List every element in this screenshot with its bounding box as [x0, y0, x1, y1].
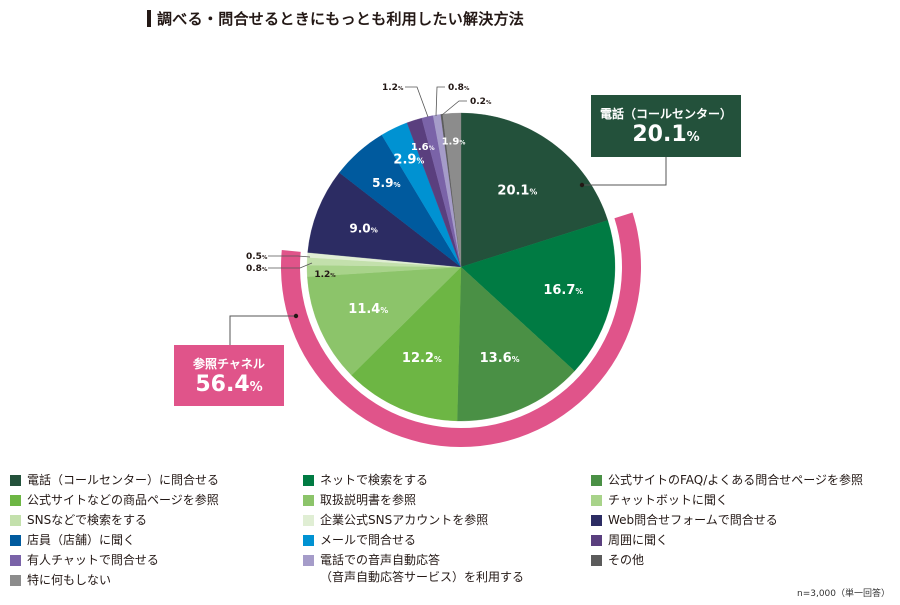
callout-reference-value-wrap: 56.4% — [174, 372, 284, 401]
leader-line — [441, 100, 467, 116]
callout-phone-line — [582, 157, 667, 186]
pie-slice — [307, 266, 462, 376]
legend-item: Web問合せフォームで問合せる — [591, 512, 778, 529]
legend-label: 有人チャットで問合せる — [27, 553, 159, 567]
pie-slice — [351, 266, 462, 422]
pie-slice — [460, 220, 616, 372]
callout-phone-value: 20.1 — [632, 122, 687, 147]
slice-value-label: 13.6% — [480, 351, 520, 366]
callout-reference-value: 56.4 — [195, 372, 250, 397]
legend-swatch — [303, 535, 314, 546]
callout-reference-label: 参照チャネル — [193, 357, 265, 371]
legend-swatch — [303, 475, 314, 486]
legend-label: 特に何もしない — [27, 573, 112, 587]
legend-item: チャットボットに聞く — [591, 492, 728, 509]
legend-swatch — [10, 575, 21, 586]
legend-item: ネットで検索をする — [303, 472, 428, 489]
legend-item: 企業公式SNSアカウントを参照 — [303, 512, 488, 529]
legend-swatch — [10, 495, 21, 506]
legend-label: メールで問合せる — [320, 533, 417, 547]
pie-slice — [456, 266, 575, 422]
pie-slice — [460, 112, 608, 268]
legend-swatch — [303, 555, 314, 566]
callout-phone-unit: % — [686, 130, 700, 145]
callout-phone: 電話（コールセンター） 20.1% — [591, 95, 741, 157]
legend-item: その他 — [591, 552, 644, 569]
slice-value-label: 1.2% — [382, 83, 404, 93]
slice-value-label: 2.9% — [393, 152, 424, 167]
legend-swatch — [10, 475, 21, 486]
leader-layer — [229, 86, 667, 345]
legend-item: 特に何もしない — [10, 572, 111, 589]
chart-title: 調べる・問合せるときにもっとも利用したい解決方法 — [147, 8, 524, 29]
legend-label: SNSなどで検索をする — [27, 513, 147, 527]
legend-item: 店員（店舗）に聞く — [10, 532, 135, 549]
slice-value-label: 0.2% — [470, 97, 492, 107]
legend-label: 企業公式SNSアカウントを参照 — [320, 513, 489, 527]
legend-label: 電話での音声自動応答 （音声自動応答サービス）を利用する — [320, 553, 525, 584]
legend-swatch — [591, 535, 602, 546]
legend-swatch — [591, 515, 602, 526]
slice-value-label: 12.2% — [402, 351, 442, 366]
legend: 電話（コールセンター）に問合せる 公式サイトなどの商品ページを参照 SNSなどで検索… — [0, 472, 900, 597]
slice-value-label: 5.9% — [372, 176, 400, 190]
leader-line — [268, 262, 313, 269]
legend-item: 取扱説明書を参照 — [303, 492, 416, 509]
legend-item: SNSなどで検索をする — [10, 512, 147, 529]
legend-item: 公式サイトのFAQ/よくある問合せページを参照 — [591, 472, 863, 489]
slice-value-label: 11.4% — [348, 302, 388, 317]
slice-value-label: 16.7% — [543, 283, 583, 298]
legend-swatch — [591, 495, 602, 506]
slice-value-label: 0.8% — [246, 264, 268, 274]
legend-swatch — [303, 495, 314, 506]
leader-line — [268, 255, 311, 258]
callout-phone-dot — [579, 182, 585, 188]
legend-item: 公式サイトなどの商品ページを参照 — [10, 492, 219, 509]
legend-item: 周囲に聞く — [591, 532, 668, 549]
callout-reference-dot — [293, 313, 299, 319]
legend-swatch — [10, 535, 21, 546]
legend-swatch — [10, 555, 21, 566]
leader-line — [405, 86, 429, 118]
legend-swatch — [303, 515, 314, 526]
legend-item: メールで問合せる — [303, 532, 416, 549]
legend-label: 取扱説明書を参照 — [320, 493, 417, 507]
chart-title-text: 調べる・問合せるときにもっとも利用したい解決方法 — [157, 10, 525, 28]
legend-item: 電話での音声自動応答 （音声自動応答サービス）を利用する — [303, 552, 524, 586]
legend-swatch — [10, 515, 21, 526]
slice-layer — [306, 112, 616, 422]
legend-label: 公式サイトのFAQ/よくある問合せページを参照 — [608, 473, 864, 487]
legend-label: 電話（コールセンター）に問合せる — [27, 473, 220, 487]
legend-label: 店員（店舗）に聞く — [27, 533, 136, 547]
slice-value-label: 20.1% — [497, 183, 537, 198]
slice-value-label: 1.9% — [442, 136, 466, 147]
pie-chart: 20.1% 16.7% 13.6% 12.2% 11.4% 9.0% 5.9% 2.9%1.6… — [229, 83, 667, 448]
callout-phone-label: 電話（コールセンター） — [599, 107, 732, 121]
slice-value-label: 9.0% — [349, 222, 377, 236]
legend-item: 有人チャットで問合せる — [10, 552, 159, 569]
legend-swatch — [591, 555, 602, 566]
legend-swatch — [591, 475, 602, 486]
sample-note: n=3,000（単一回答） — [796, 589, 890, 599]
legend-label: ネットで検索をする — [320, 473, 429, 487]
callout-reference: 参照チャネル 56.4% — [174, 345, 284, 406]
legend-label: チャットボットに聞く — [608, 493, 728, 507]
slice-value-label: 0.8% — [448, 83, 470, 93]
legend-label: その他 — [608, 553, 645, 567]
slice-value-label: 1.2% — [314, 270, 336, 280]
slice-value-label: 1.6% — [411, 142, 435, 153]
legend-label: 周囲に聞く — [608, 533, 669, 547]
callout-reference-line — [229, 315, 296, 345]
legend-label: Web問合せフォームで問合せる — [608, 513, 778, 527]
callout-phone-value-wrap: 20.1% — [591, 122, 741, 151]
pie-slice — [307, 172, 462, 268]
callout-reference-unit: % — [249, 380, 263, 395]
title-bar-decoration — [147, 10, 151, 27]
slice-value-label: 0.5% — [246, 252, 268, 262]
leader-line — [435, 86, 445, 117]
label-layer: 20.1% 16.7% 13.6% 12.2% 11.4% 9.0% 5.9% 2.9%1.6… — [246, 83, 583, 366]
legend-item: 電話（コールセンター）に問合せる — [10, 472, 219, 489]
legend-label: 公式サイトなどの商品ページを参照 — [27, 493, 219, 507]
